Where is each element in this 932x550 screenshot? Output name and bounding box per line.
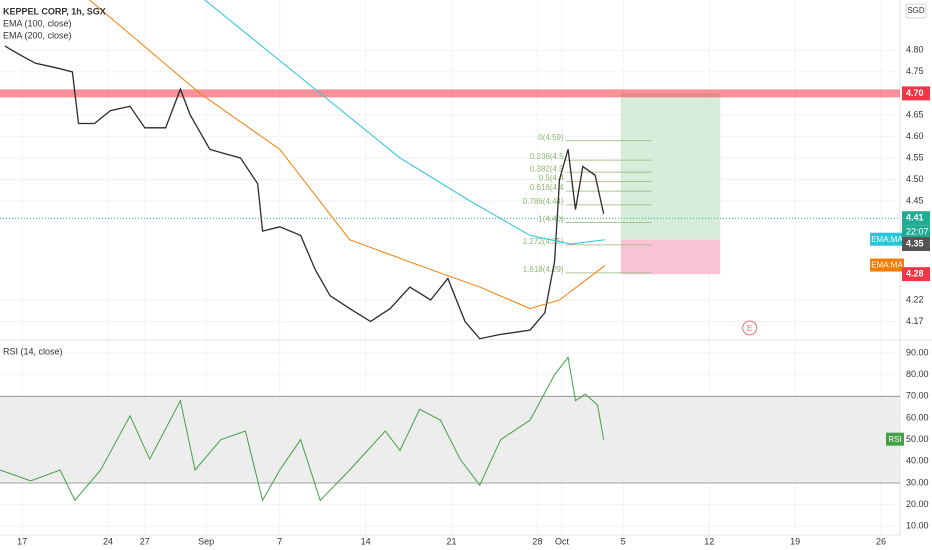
y-tick-label: 80.00 — [906, 369, 929, 379]
y-tick-label: 4.75 — [906, 66, 924, 76]
event-marker — [742, 320, 758, 336]
y-tick-label: 4.17 — [906, 316, 924, 326]
price-label: 4.41 — [906, 213, 924, 223]
x-tick-label: 5 — [621, 536, 626, 546]
x-tick-label: Sep — [198, 536, 214, 546]
fib-label: 0(4.59) — [538, 133, 564, 142]
x-tick-label: 14 — [361, 536, 371, 546]
ema-label: EMA:MA — [871, 235, 903, 244]
y-tick-label: 90.00 — [906, 347, 929, 357]
y-tick-label: 40.00 — [906, 456, 929, 466]
y-tick-label: 4.60 — [906, 131, 924, 141]
ema-label: EMA:MA — [871, 261, 903, 270]
fib-label: 0.618(4.4 — [530, 183, 564, 192]
legend-item: EMA (100, close) — [3, 18, 72, 28]
y-tick-label: 50.00 — [906, 434, 929, 444]
currency: SGD — [907, 6, 925, 15]
x-tick-label: 12 — [704, 536, 714, 546]
ema-label-box — [870, 232, 904, 246]
event-label: E — [747, 324, 752, 333]
x-tick-label: 17 — [17, 536, 27, 546]
fib-label: 0.5(4.4 — [539, 174, 564, 183]
rsi-label: RSI — [888, 435, 901, 444]
y-tick-label: 20.00 — [906, 499, 929, 509]
y-tick-label: 30.00 — [906, 477, 929, 487]
x-tick-label: 24 — [103, 536, 113, 546]
ema-label-box — [870, 258, 904, 272]
series-line — [204, 0, 605, 245]
currency-box — [905, 3, 927, 19]
price-label: 4.28 — [906, 269, 924, 279]
series-line — [89, 0, 606, 310]
countdown-box — [902, 225, 930, 239]
y-tick-label: 70.00 — [906, 391, 929, 401]
y-tick-label: 4.45 — [906, 195, 924, 205]
fib-label: 1.272(4.35) — [523, 237, 564, 246]
position-stop — [620, 239, 721, 275]
price-band — [0, 89, 900, 98]
y-tick-label: 4.55 — [906, 152, 924, 162]
y-tick-label: 4.22 — [906, 294, 924, 304]
series-line — [0, 356, 605, 502]
rsi-label-box — [886, 432, 904, 446]
y-tick-label: 4.80 — [906, 45, 924, 55]
price-label-box — [902, 211, 930, 226]
price-label: 4.35 — [906, 238, 924, 248]
y-tick-label: 4.50 — [906, 174, 924, 184]
y-tick-label: 60.00 — [906, 412, 929, 422]
fib-label: 0.382(4.5 — [530, 164, 564, 173]
y-tick-label: 10.00 — [906, 521, 929, 531]
fib-label: 1.618(4.29) — [523, 265, 564, 274]
y-tick-label: 4.65 — [906, 109, 924, 119]
price-label-box — [902, 237, 930, 252]
pane-title: RSI (14, close) — [3, 346, 63, 356]
x-tick-label: 26 — [876, 536, 886, 546]
price-label: 4.70 — [906, 88, 924, 98]
fib-label: 0.786(4.44) — [523, 197, 564, 206]
x-tick-label: Oct — [555, 536, 570, 546]
series-line — [4, 45, 605, 340]
fib-label: 1(4.40) — [538, 215, 564, 224]
legend-item: EMA (200, close) — [3, 30, 72, 40]
pane-title: KEPPEL CORP, 1h, SGX — [3, 6, 106, 16]
price-label-box — [902, 86, 930, 101]
price-label-box — [902, 267, 930, 282]
x-tick-label: 27 — [140, 536, 150, 546]
x-tick-label: 28 — [532, 536, 542, 546]
fib-label: 0.236(4.5 — [530, 152, 564, 161]
position-target — [620, 93, 721, 240]
x-tick-label: 21 — [447, 536, 457, 546]
x-tick-label: 7 — [277, 536, 282, 546]
x-tick-label: 19 — [790, 536, 800, 546]
countdown: 22:07 — [906, 227, 929, 237]
